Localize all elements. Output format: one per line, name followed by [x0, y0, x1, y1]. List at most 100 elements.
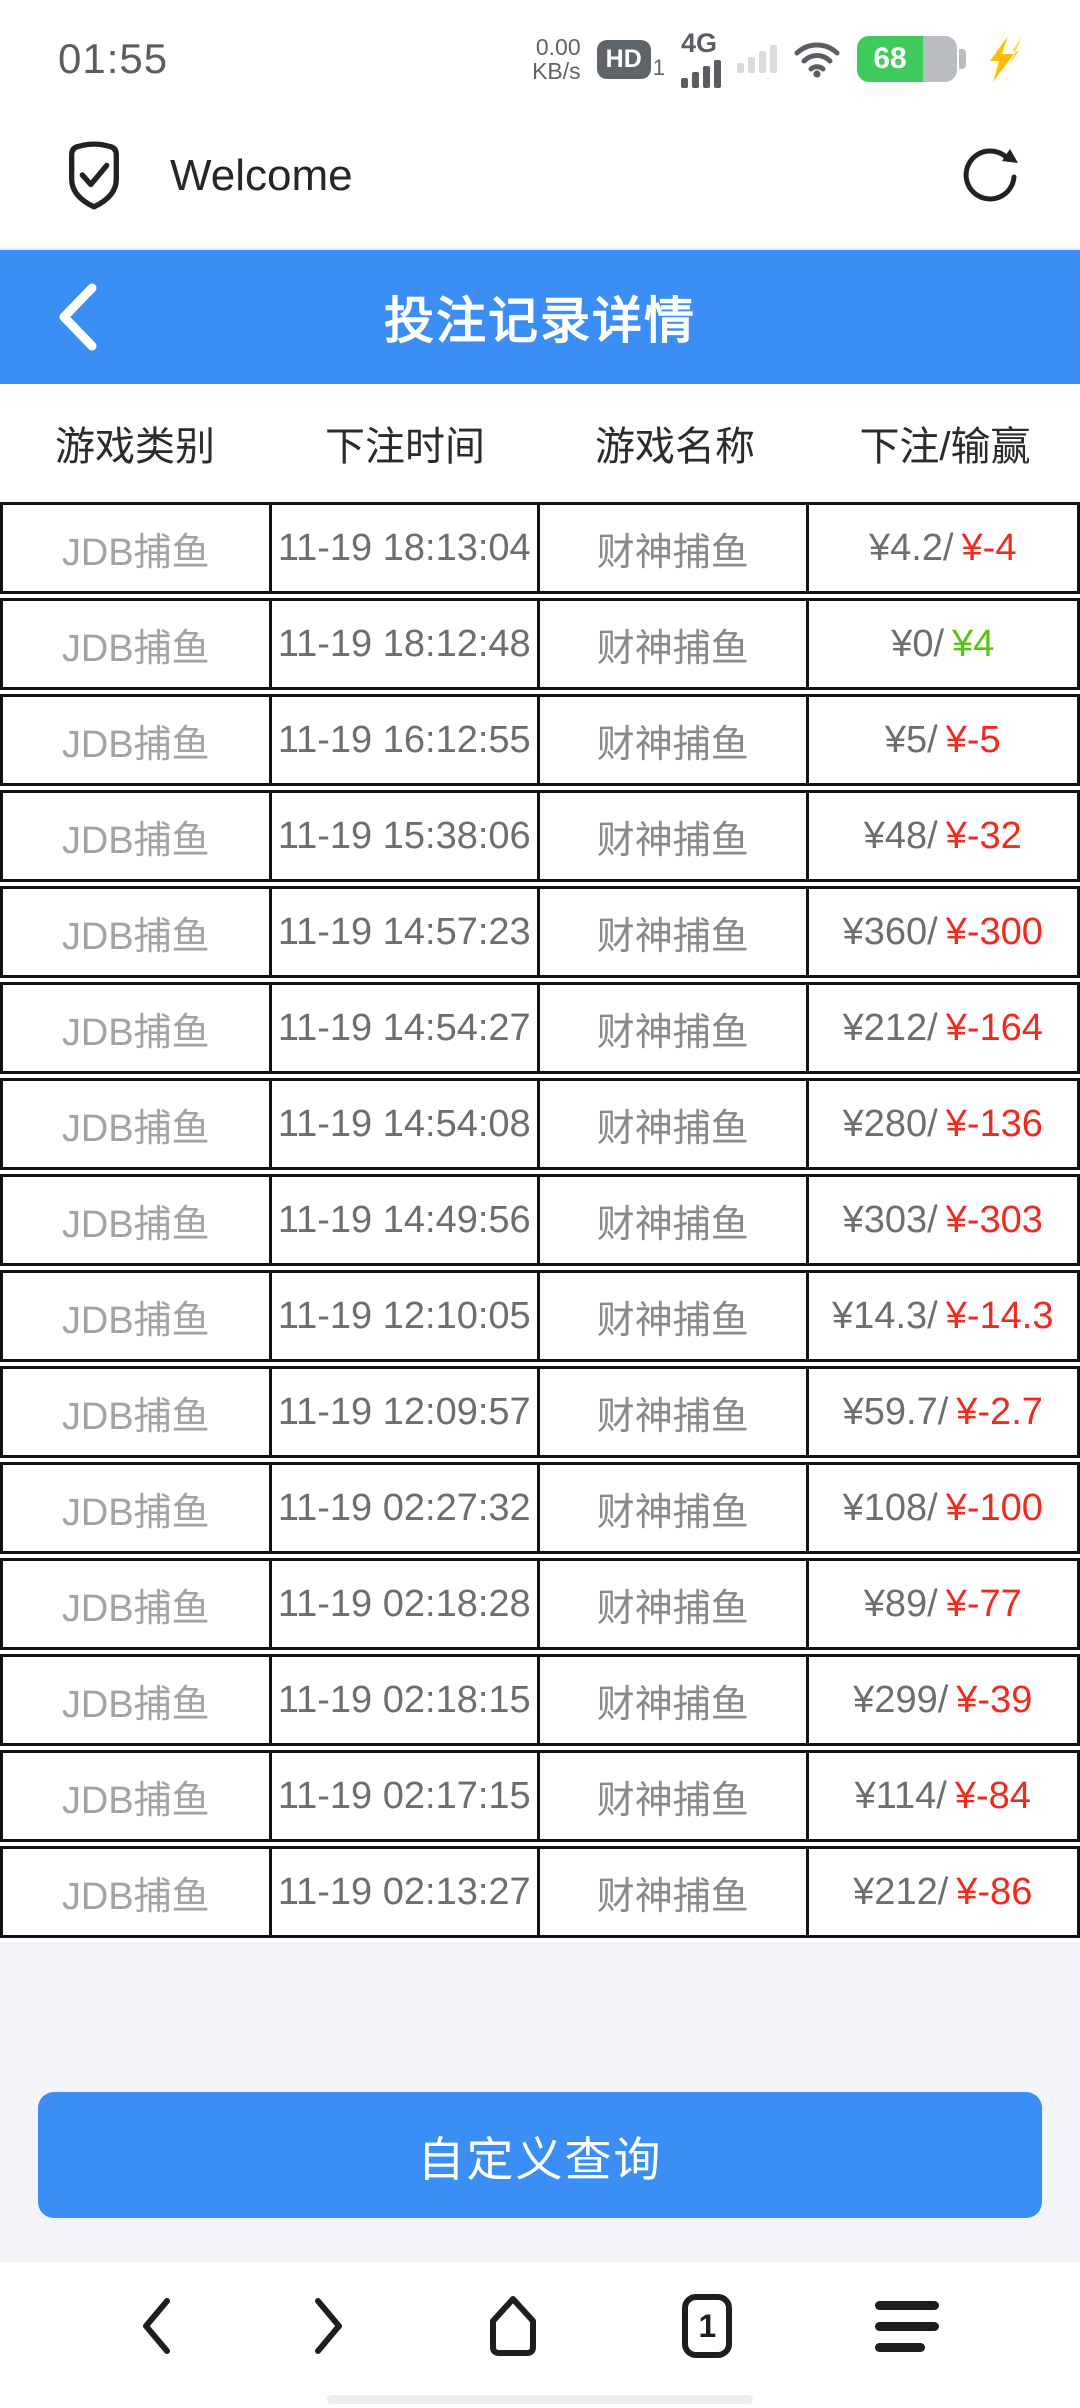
- browser-toolbar: Welcome: [0, 104, 1080, 250]
- table-row: JDB捕鱼 11-19 14:54:08 财神捕鱼 ¥280/ ¥-136: [0, 1078, 1080, 1170]
- refresh-icon[interactable]: [962, 145, 1020, 207]
- table-row: JDB捕鱼 11-19 02:13:27 财神捕鱼 ¥212/ ¥-86: [0, 1846, 1080, 1938]
- nav-menu-button[interactable]: [874, 2300, 939, 2352]
- cell-bet-result: ¥303/ ¥-303: [809, 1177, 1078, 1263]
- signal-bars-icon: [681, 60, 721, 88]
- status-icons: 0.00 KB/s HD 1 4G 68: [532, 30, 1028, 88]
- win-loss-amount: ¥-4: [961, 526, 1017, 569]
- table-row: JDB捕鱼 11-19 18:12:48 财神捕鱼 ¥0/ ¥4: [0, 598, 1080, 690]
- win-loss-amount: ¥-14.3: [945, 1294, 1054, 1337]
- cell-bet-time: 11-19 12:10:05: [272, 1273, 540, 1359]
- win-loss-amount: ¥-136: [945, 1102, 1043, 1145]
- security-shield-icon: [69, 141, 119, 210]
- status-bar: 01:55 0.00 KB/s HD 1 4G: [0, 0, 1080, 104]
- cell-bet-time: 11-19 14:49:56: [272, 1177, 540, 1263]
- cell-game-name: 财神捕鱼: [540, 601, 809, 687]
- battery-icon: 68: [857, 36, 966, 82]
- home-icon: [489, 2296, 536, 2356]
- cell-bet-result: ¥108/ ¥-100: [809, 1465, 1078, 1551]
- cell-game-name: 财神捕鱼: [540, 985, 809, 1071]
- bet-amount: ¥360/: [842, 910, 938, 953]
- column-header-category: 游戏类别: [55, 425, 215, 469]
- table-row: JDB捕鱼 11-19 02:17:15 财神捕鱼 ¥114/ ¥-84: [0, 1750, 1080, 1842]
- cell-game-name: 财神捕鱼: [540, 1273, 809, 1359]
- cell-game-name: 财神捕鱼: [540, 1561, 809, 1647]
- nav-tabs-button[interactable]: 1: [682, 2294, 733, 2358]
- cell-game-category: JDB捕鱼: [3, 1561, 272, 1647]
- column-header-time: 下注时间: [325, 425, 485, 469]
- win-loss-amount: ¥-300: [945, 910, 1043, 953]
- column-header-betwin: 下注/输赢: [859, 425, 1031, 469]
- cell-bet-result: ¥0/ ¥4: [809, 601, 1078, 687]
- hd-sim-index: 1: [652, 54, 665, 80]
- cellular-signal: 4G: [681, 30, 721, 88]
- cell-game-name: 财神捕鱼: [540, 1177, 809, 1263]
- cell-game-name: 财神捕鱼: [540, 1849, 809, 1935]
- cell-bet-time: 11-19 02:27:32: [272, 1465, 540, 1551]
- cell-game-category: JDB捕鱼: [3, 505, 272, 591]
- lower-section: 自定义查询: [0, 1942, 1080, 2262]
- cell-bet-time: 11-19 02:18:15: [272, 1657, 540, 1743]
- nav-back-button[interactable]: [141, 2297, 171, 2355]
- cell-game-category: JDB捕鱼: [3, 1369, 272, 1455]
- win-loss-amount: ¥4: [952, 622, 995, 665]
- chevron-left-icon: [59, 283, 97, 351]
- table-row: JDB捕鱼 11-19 18:13:04 财神捕鱼 ¥4.2/ ¥-4: [0, 502, 1080, 594]
- cell-game-name: 财神捕鱼: [540, 1465, 809, 1551]
- header-title: 投注记录详情: [384, 293, 696, 349]
- bet-amount: ¥303/: [842, 1198, 938, 1241]
- back-button[interactable]: [56, 250, 100, 384]
- win-loss-amount: ¥-86: [956, 1870, 1033, 1913]
- cell-game-name: 财神捕鱼: [540, 889, 809, 975]
- cell-game-name: 财神捕鱼: [540, 697, 809, 783]
- cell-bet-result: ¥299/ ¥-39: [809, 1657, 1078, 1743]
- table-row: JDB捕鱼 11-19 12:10:05 财神捕鱼 ¥14.3/ ¥-14.3: [0, 1270, 1080, 1362]
- cell-bet-time: 11-19 16:12:55: [272, 697, 540, 783]
- custom-query-button[interactable]: 自定义查询: [38, 2092, 1042, 2218]
- bet-amount: ¥0/: [891, 622, 945, 665]
- network-speed: 0.00 KB/s: [532, 35, 581, 83]
- cell-bet-time: 11-19 02:13:27: [272, 1849, 540, 1935]
- nav-forward-button[interactable]: [314, 2297, 344, 2355]
- bet-amount: ¥4.2/: [869, 526, 954, 569]
- column-header-game: 游戏名称: [595, 425, 755, 469]
- cell-bet-result: ¥114/ ¥-84: [809, 1753, 1078, 1839]
- win-loss-amount: ¥-84: [954, 1774, 1031, 1817]
- nav-home-button[interactable]: [486, 2295, 540, 2357]
- cell-bet-result: ¥360/ ¥-300: [809, 889, 1078, 975]
- bet-amount: ¥114/: [854, 1774, 947, 1817]
- cell-bet-result: ¥14.3/ ¥-14.3: [809, 1273, 1078, 1359]
- cell-game-category: JDB捕鱼: [3, 1465, 272, 1551]
- page-title: Welcome: [170, 151, 353, 200]
- table-row: JDB捕鱼 11-19 02:27:32 财神捕鱼 ¥108/ ¥-100: [0, 1462, 1080, 1554]
- win-loss-amount: ¥-303: [945, 1198, 1043, 1241]
- wifi-icon: [794, 42, 840, 78]
- hd-badge: HD: [596, 39, 651, 79]
- app-header: 投注记录详情: [0, 250, 1080, 384]
- table-row: JDB捕鱼 11-19 15:38:06 财神捕鱼 ¥48/ ¥-32: [0, 790, 1080, 882]
- win-loss-amount: ¥-100: [945, 1486, 1043, 1529]
- cell-game-category: JDB捕鱼: [3, 601, 272, 687]
- cell-game-category: JDB捕鱼: [3, 1753, 272, 1839]
- win-loss-amount: ¥-5: [945, 718, 1001, 761]
- charging-icon: [990, 36, 1022, 82]
- network-speed-unit: KB/s: [532, 58, 581, 84]
- cell-bet-time: 11-19 02:18:28: [272, 1561, 540, 1647]
- bet-amount: ¥299/: [853, 1678, 949, 1721]
- win-loss-amount: ¥-164: [945, 1006, 1043, 1049]
- table-row: JDB捕鱼 11-19 14:49:56 财神捕鱼 ¥303/ ¥-303: [0, 1174, 1080, 1266]
- table-row: JDB捕鱼 11-19 16:12:55 财神捕鱼 ¥5/ ¥-5: [0, 694, 1080, 786]
- cell-bet-result: ¥48/ ¥-32: [809, 793, 1078, 879]
- home-indicator[interactable]: [327, 2395, 753, 2404]
- cell-bet-time: 11-19 14:54:27: [272, 985, 540, 1071]
- chevron-left-icon: [143, 2298, 171, 2354]
- bet-amount: ¥48/: [863, 814, 938, 857]
- cell-bet-result: ¥59.7/ ¥-2.7: [809, 1369, 1078, 1455]
- battery-percent: 68: [857, 36, 923, 82]
- table-row: JDB捕鱼 11-19 12:09:57 财神捕鱼 ¥59.7/ ¥-2.7: [0, 1366, 1080, 1458]
- cell-bet-time: 11-19 14:57:23: [272, 889, 540, 975]
- cell-game-name: 财神捕鱼: [540, 1657, 809, 1743]
- cell-game-category: JDB捕鱼: [3, 1657, 272, 1743]
- bet-amount: ¥280/: [842, 1102, 938, 1145]
